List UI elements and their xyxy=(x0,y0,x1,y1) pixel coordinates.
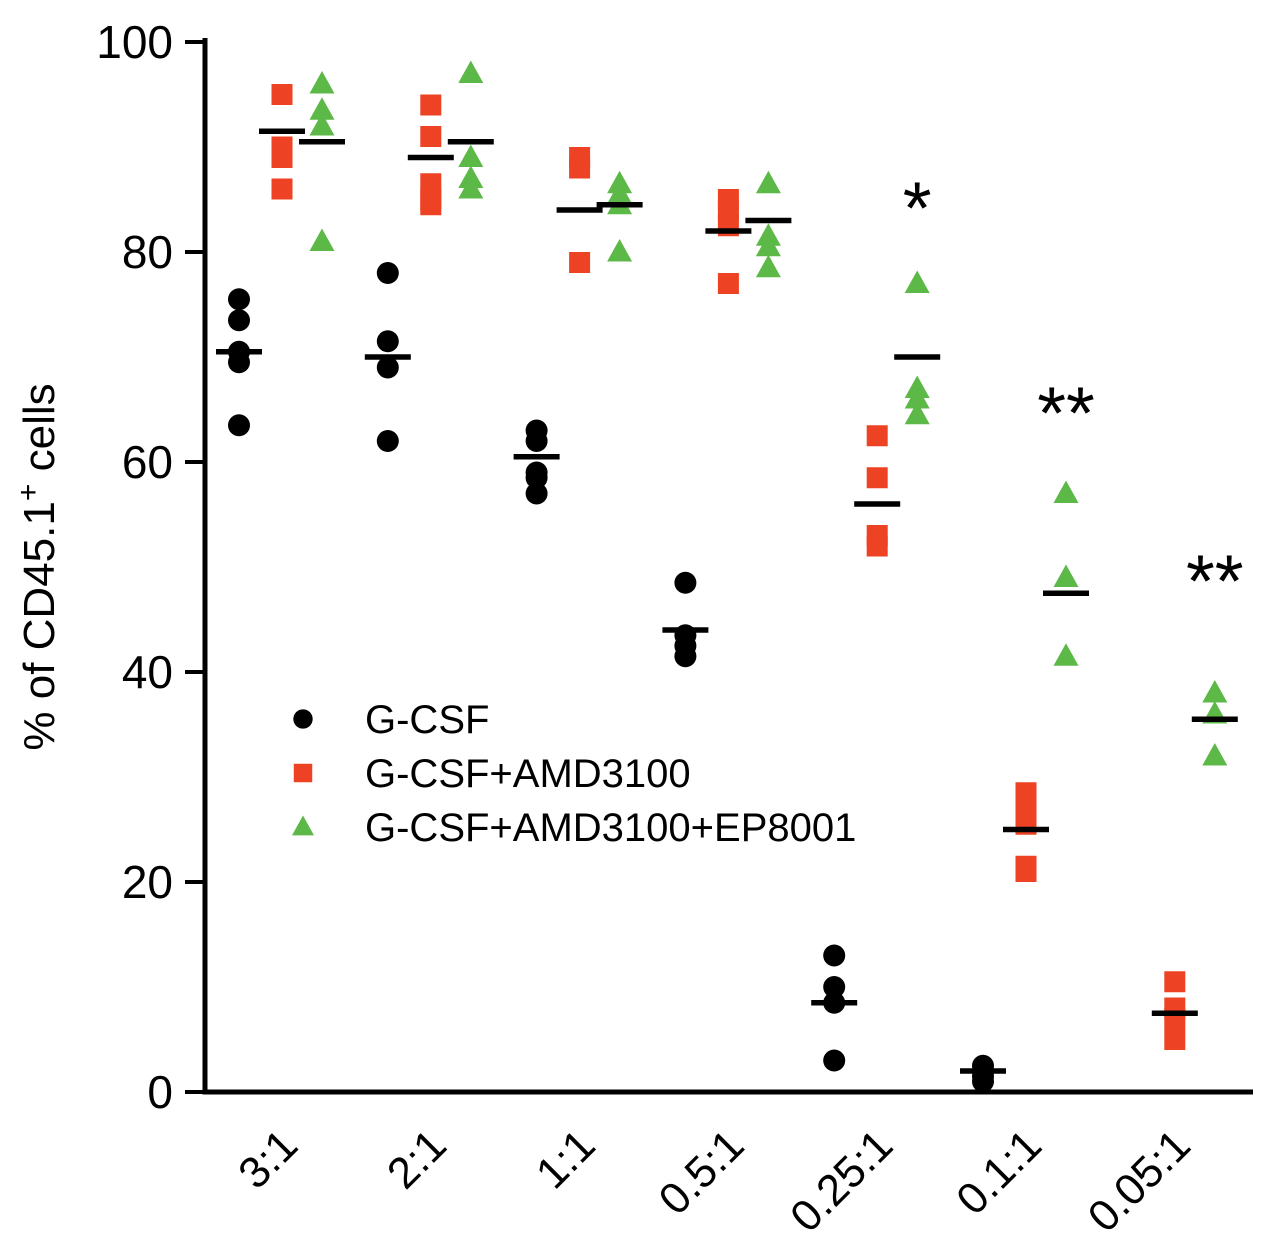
significance-annotation: * xyxy=(903,167,932,250)
point-g-csf-amd3100-ep8001 xyxy=(755,170,781,194)
point-g-csf-amd3100-ep8001 xyxy=(458,60,484,83)
point-g-csf xyxy=(525,482,548,505)
point-g-csf-amd3100-ep8001 xyxy=(904,401,930,425)
point-g-csf-amd3100-ep8001 xyxy=(755,254,781,278)
point-g-csf xyxy=(525,466,548,489)
point-g-csf xyxy=(972,1070,994,1093)
legend-marker-g-csf xyxy=(293,709,313,729)
y-axis-title: % of CD45.1+ cells xyxy=(12,383,64,750)
point-g-csf-amd3100 xyxy=(420,94,442,116)
point-g-csf-amd3100 xyxy=(717,273,739,294)
legend-label-g-csf: G-CSF xyxy=(365,698,489,742)
y-tick-label: 40 xyxy=(122,646,173,698)
point-g-csf xyxy=(674,645,697,668)
legend-marker-g-csf-amd3100 xyxy=(293,763,313,783)
point-g-csf-amd3100 xyxy=(866,425,888,447)
legend-marker-g-csf-amd3100-ep8001 xyxy=(292,815,314,836)
point-g-csf-amd3100-ep8001 xyxy=(458,176,484,199)
point-g-csf-amd3100-ep8001 xyxy=(904,386,930,409)
point-g-csf-amd3100 xyxy=(420,194,442,216)
point-g-csf-amd3100 xyxy=(271,178,293,200)
point-g-csf xyxy=(228,309,250,332)
point-g-csf xyxy=(376,262,399,284)
significance-annotation: ** xyxy=(1037,371,1095,454)
point-g-csf-amd3100-ep8001 xyxy=(309,97,335,120)
y-tick-label: 0 xyxy=(147,1066,173,1118)
point-g-csf-amd3100 xyxy=(271,147,293,168)
significance-annotation: ** xyxy=(1186,539,1244,622)
point-g-csf xyxy=(228,351,250,374)
point-g-csf-amd3100 xyxy=(866,467,888,489)
point-g-csf-amd3100-ep8001 xyxy=(607,239,633,262)
point-g-csf-amd3100-ep8001 xyxy=(309,71,335,94)
point-g-csf-amd3100-ep8001 xyxy=(1202,680,1228,703)
point-g-csf-amd3100-ep8001 xyxy=(1053,643,1079,666)
point-g-csf-amd3100 xyxy=(569,157,591,179)
point-g-csf xyxy=(376,330,399,353)
point-g-csf xyxy=(228,414,250,437)
point-g-csf-amd3100 xyxy=(271,84,293,105)
point-g-csf xyxy=(376,356,399,379)
point-g-csf xyxy=(823,976,846,998)
point-g-csf-amd3100 xyxy=(1164,971,1186,993)
point-g-csf xyxy=(376,430,399,452)
point-g-csf-amd3100-ep8001 xyxy=(458,144,484,167)
legend-label-g-csf-amd3100: G-CSF+AMD3100 xyxy=(365,752,691,796)
point-g-csf-amd3100 xyxy=(1015,861,1037,882)
point-g-csf-amd3100-ep8001 xyxy=(904,270,930,293)
point-g-csf-amd3100 xyxy=(420,126,442,147)
point-g-csf-amd3100-ep8001 xyxy=(1202,743,1228,766)
point-g-csf xyxy=(823,1049,846,1072)
point-g-csf-amd3100-ep8001 xyxy=(309,113,335,136)
y-tick-label: 60 xyxy=(122,436,173,488)
point-g-csf-amd3100-ep8001 xyxy=(755,233,781,257)
legend-label-g-csf-amd3100-ep8001: G-CSF+AMD3100+EP8001 xyxy=(365,806,856,850)
point-g-csf-amd3100-ep8001 xyxy=(1053,564,1079,587)
y-tick-label: 80 xyxy=(122,226,173,278)
point-g-csf xyxy=(525,430,548,452)
point-g-csf-amd3100-ep8001 xyxy=(1053,480,1079,503)
point-g-csf-amd3100 xyxy=(569,252,591,273)
y-tick-label: 20 xyxy=(122,856,173,908)
point-g-csf-amd3100 xyxy=(866,535,888,557)
point-g-csf xyxy=(674,571,697,594)
point-g-csf-amd3100 xyxy=(1164,1029,1186,1050)
point-g-csf xyxy=(228,288,250,311)
point-g-csf xyxy=(823,944,846,967)
y-tick-label: 100 xyxy=(96,16,173,68)
point-g-csf-amd3100-ep8001 xyxy=(309,228,335,251)
